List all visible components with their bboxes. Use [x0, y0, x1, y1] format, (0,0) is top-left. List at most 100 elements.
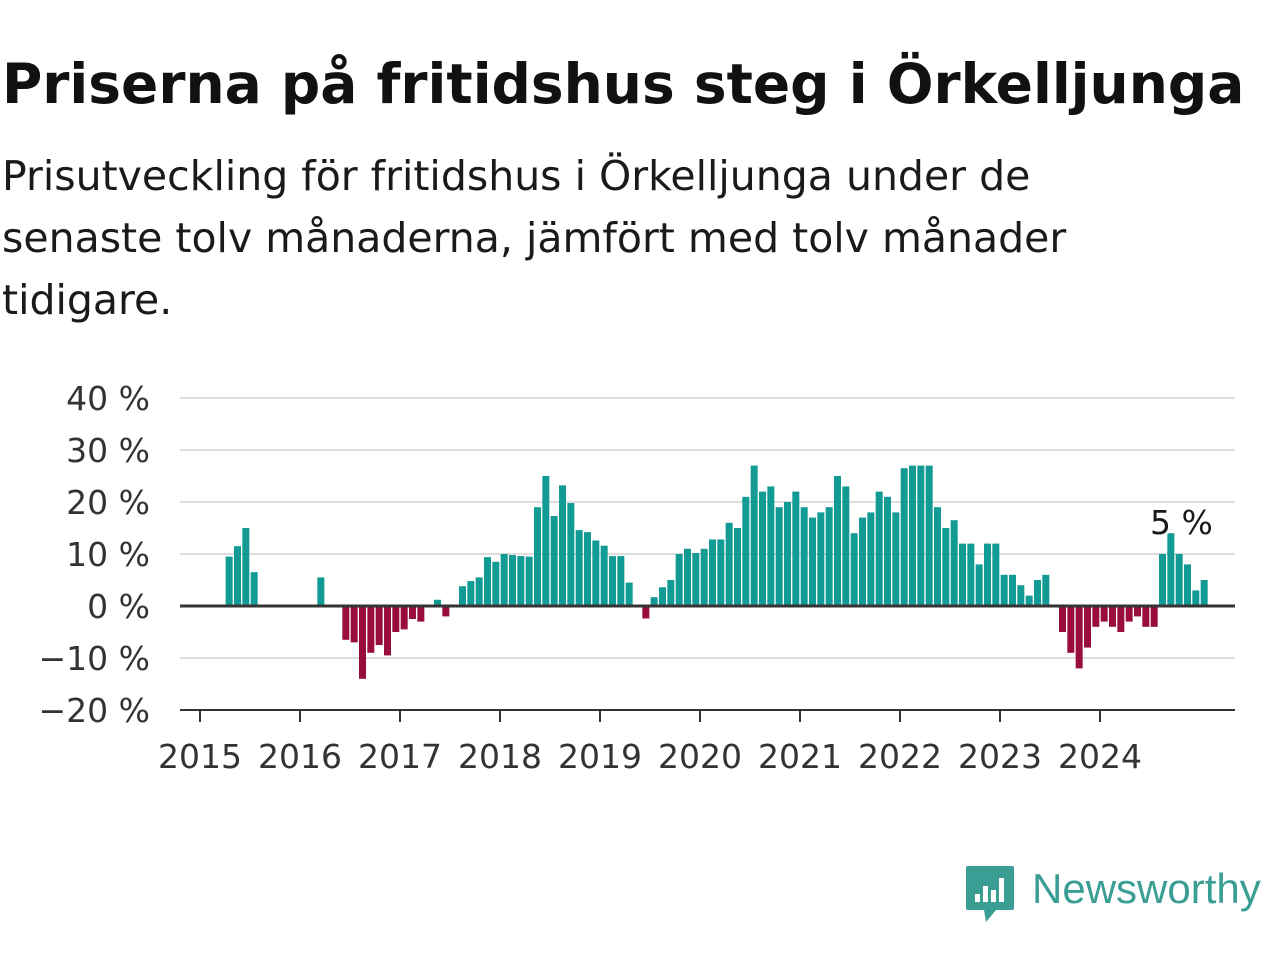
bar — [567, 503, 575, 606]
x-tick-label: 2023 — [958, 737, 1042, 776]
newsworthy-logo-icon — [966, 866, 1014, 922]
bar — [642, 606, 650, 619]
bar — [934, 507, 941, 606]
bar — [359, 606, 366, 679]
bars — [225, 465, 1208, 679]
bar — [892, 512, 900, 606]
x-tick-label: 2020 — [658, 737, 742, 776]
bar — [784, 502, 791, 606]
bar — [900, 468, 908, 606]
bar — [825, 507, 833, 606]
x-tick-label: 2019 — [558, 737, 642, 776]
bar — [809, 517, 816, 606]
bar — [875, 491, 883, 606]
x-axis: 2015 2016 2017 2018 2019 2020 2021 2022 2023 2024 — [158, 604, 1235, 776]
chart-subtitle: Prisutveckling för fritidshus i Örkellju… — [2, 152, 1067, 324]
bar — [1075, 606, 1083, 669]
bar — [459, 586, 466, 606]
bar — [1125, 606, 1133, 622]
bar — [1159, 554, 1166, 606]
bar — [967, 543, 975, 606]
bar — [867, 512, 875, 606]
bar — [384, 606, 391, 656]
bar — [1142, 606, 1150, 627]
y-tick-label: 0 % — [87, 587, 150, 626]
bar — [925, 465, 933, 606]
bar — [792, 491, 800, 606]
bar — [859, 517, 866, 606]
bar — [650, 597, 658, 606]
x-tick-label: 2018 — [458, 737, 542, 776]
bar — [1034, 580, 1041, 606]
bar — [1092, 606, 1100, 627]
bar — [675, 554, 683, 606]
bar — [850, 533, 858, 606]
bar — [434, 599, 441, 606]
bar — [584, 532, 591, 606]
bar — [1084, 606, 1091, 648]
bar — [559, 485, 566, 606]
gridlines — [180, 397, 1235, 659]
bar — [1192, 590, 1200, 606]
bar — [659, 587, 666, 606]
bar — [525, 556, 533, 606]
bar — [1009, 574, 1016, 606]
bar — [467, 581, 475, 606]
bar — [667, 580, 675, 606]
bar-chart: 40 %30 %20 %10 %0 %−10 %−20 % 2015 2016 20… — [39, 379, 1235, 776]
bar — [1117, 606, 1125, 632]
x-tick-label: 2022 — [858, 737, 942, 776]
bar — [950, 520, 958, 606]
bar — [1175, 554, 1183, 606]
bar — [725, 522, 733, 606]
bar — [759, 491, 766, 606]
bar — [617, 556, 625, 606]
bar — [250, 572, 258, 606]
bar — [992, 543, 1000, 606]
bar — [884, 496, 891, 606]
bar — [1109, 606, 1116, 627]
bar — [834, 476, 841, 606]
bar — [234, 546, 241, 606]
chart-title: Priserna på fritidshus steg i Örkelljung… — [2, 52, 1245, 116]
x-tick-label: 2024 — [1058, 737, 1142, 776]
bar — [375, 606, 383, 645]
bar — [959, 543, 966, 606]
bar — [534, 507, 541, 606]
bar — [909, 465, 916, 606]
bar — [475, 577, 483, 606]
x-tick-label: 2017 — [358, 737, 442, 776]
bar — [509, 555, 516, 606]
bar — [1000, 574, 1008, 606]
bar — [717, 539, 725, 606]
bar — [342, 606, 350, 640]
bar — [734, 528, 741, 606]
last-value-label: 5 % — [1150, 503, 1213, 542]
bar — [700, 548, 708, 606]
bar — [1200, 580, 1208, 606]
bar — [317, 577, 325, 606]
bar — [984, 543, 991, 606]
bar — [225, 556, 233, 606]
bar — [350, 606, 358, 643]
x-tick-label: 2015 — [158, 737, 242, 776]
x-tick-label: 2016 — [258, 737, 342, 776]
x-tick-label: 2021 — [758, 737, 842, 776]
bar — [742, 496, 750, 606]
y-tick-label: 30 % — [66, 431, 150, 470]
bar — [392, 606, 400, 632]
bar — [942, 528, 950, 606]
bar — [492, 561, 500, 606]
y-tick-label: −20 % — [39, 691, 151, 730]
bar — [609, 556, 616, 606]
bar — [1100, 606, 1108, 622]
bar — [575, 530, 583, 606]
bar — [409, 606, 416, 619]
bar — [917, 465, 925, 606]
bar — [367, 606, 375, 653]
bar — [1134, 606, 1141, 617]
newsworthy-logo-text: Newsworthy — [1032, 865, 1261, 912]
bar — [242, 528, 250, 606]
bar — [500, 554, 508, 606]
bar — [400, 606, 408, 630]
